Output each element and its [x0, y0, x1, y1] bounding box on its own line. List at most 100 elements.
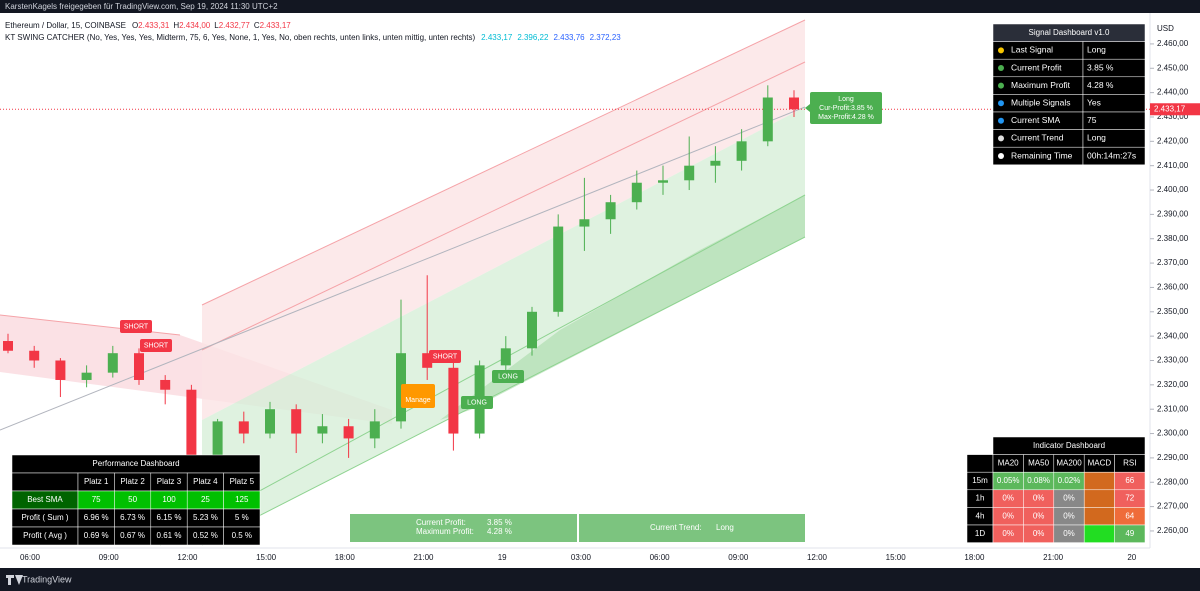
signal-label: LONG: [467, 399, 487, 406]
dashboard-icon: [998, 117, 1004, 124]
y-tick-label: 2.400,00: [1157, 185, 1189, 194]
candle-body: [29, 350, 40, 361]
candle-body: [265, 409, 275, 434]
candle-body: [343, 426, 354, 439]
y-tick-label: 2.450,00: [1157, 63, 1189, 72]
x-tick-label: 18:00: [335, 553, 356, 562]
signal-label-box: [492, 370, 524, 383]
perf-row-label: Profit ( Avg ): [23, 531, 67, 540]
ind-cell: 0.05%: [997, 476, 1020, 485]
y-tick-label: 2.260,00: [1157, 526, 1189, 535]
x-tick-label: 09:00: [728, 553, 749, 562]
y-tick-label: 2.420,00: [1157, 136, 1189, 145]
perf-cell: 25: [201, 495, 210, 504]
ind-cell: 0%: [1063, 494, 1075, 503]
ind-header: MA20: [998, 459, 1019, 468]
candle-body: [107, 353, 118, 373]
y-tick-label: 2.310,00: [1157, 404, 1189, 413]
perf-cell: 75: [92, 495, 101, 504]
legend-ohlc: 2.433,17: [260, 21, 292, 30]
x-tick-label: 20: [1127, 553, 1136, 562]
candle-body: [55, 360, 66, 380]
dashboard-value: Yes: [1087, 97, 1101, 107]
candle-body: [762, 97, 773, 142]
dashboard-label: Multiple Signals: [1011, 97, 1071, 107]
ind-cell: 0%: [1063, 511, 1075, 520]
legend-ohlc: 2.434,00: [179, 21, 211, 30]
signal-label: SHORT: [144, 342, 169, 349]
signal-label: SHORT: [433, 353, 458, 360]
dashboard-icon: [998, 100, 1004, 107]
dashboard-label: Current SMA: [1011, 115, 1060, 125]
legend-symbol: Ethereum / Dollar, 15, COINBASE: [5, 21, 126, 30]
last-price-box: [1150, 103, 1200, 116]
ind-row-label: 4h: [976, 511, 985, 520]
legend-value: 2.433,76: [553, 33, 585, 42]
ind-macd-bg: [1083, 489, 1115, 508]
callout-arrow: [805, 104, 810, 112]
y-tick-label: 2.370,00: [1157, 258, 1189, 267]
legend-value: 2.433,17: [481, 33, 513, 42]
y-tick-label: 2.340,00: [1157, 331, 1189, 340]
signal-label: SHORT: [124, 323, 149, 330]
candle-body: [81, 372, 92, 380]
perf-cell: 5 %: [235, 513, 249, 522]
candle-body: [3, 341, 13, 351]
callout-text: Max-Profit:4.28 %: [818, 114, 874, 121]
x-tick-label: 21:00: [413, 553, 434, 562]
candle-body: [553, 226, 564, 312]
perf-cell: 0.5 %: [232, 531, 252, 540]
signal-label-box: [140, 339, 172, 352]
dashboard-label: Maximum Profit: [1011, 80, 1071, 90]
footer-bar: [0, 568, 1200, 591]
x-tick-label: 12:00: [177, 553, 198, 562]
panel-label: Maximum Profit:: [416, 527, 474, 536]
y-tick-label: 2.290,00: [1157, 453, 1189, 462]
candle-body: [186, 389, 197, 458]
ind-cell: 0%: [1063, 529, 1075, 538]
panel-value: Long: [716, 523, 734, 532]
dashboard-title: Signal Dashboard v1.0: [1029, 28, 1110, 37]
y-tick-label: 2.270,00: [1157, 502, 1189, 511]
trend-band: [440, 195, 805, 420]
x-tick-label: 03:00: [571, 553, 592, 562]
tv-logo: [6, 575, 23, 585]
ind-cell-bg: [1114, 524, 1146, 543]
footer-brand: TradingView: [22, 574, 72, 584]
dashboard-value: Long: [1087, 133, 1106, 143]
ind-corner-bg: [966, 454, 994, 473]
perf-header: Platz 2: [120, 477, 145, 486]
panel-value: 4.28 %: [487, 527, 512, 536]
candle-body: [658, 180, 668, 183]
y-tick-label: 2.380,00: [1157, 234, 1189, 243]
ind-cell: 64: [1125, 511, 1134, 520]
ind-cell: 0%: [1002, 494, 1014, 503]
y-tick-label: 2.350,00: [1157, 307, 1189, 316]
perf-cell: 0.67 %: [120, 531, 145, 540]
ind-header: RSI: [1123, 459, 1136, 468]
y-tick-label: 2.460,00: [1157, 39, 1189, 48]
y-tick-label: 2.360,00: [1157, 283, 1189, 292]
ind-cell: 49: [1125, 529, 1134, 538]
legend-ohlc: 2.432,77: [219, 21, 251, 30]
dashboard-icon: [998, 135, 1004, 142]
ind-cell: 0%: [1033, 529, 1045, 538]
header-text: KarstenKagels freigegeben für TradingVie…: [5, 2, 278, 11]
x-tick-label: 18:00: [964, 553, 985, 562]
y-tick-label: 2.410,00: [1157, 161, 1189, 170]
dashboard-value: 4.28 %: [1087, 80, 1114, 90]
candle-body: [134, 353, 144, 380]
candle-body: [684, 165, 695, 181]
candle-body: [317, 426, 328, 434]
legend-value: 2.396,22: [517, 33, 549, 42]
ind-macd-bg: [1083, 524, 1115, 543]
callout-text: Cur-Profit:3.85 %: [819, 105, 873, 112]
dashboard-icon: [998, 47, 1004, 54]
legend-indicator: KT SWING CATCHER (No, Yes, Yes, Yes, Mid…: [5, 33, 476, 42]
candle-body: [369, 421, 380, 439]
x-tick-label: 15:00: [256, 553, 277, 562]
candle-body: [736, 141, 747, 161]
y-tick-label: 2.430,00: [1157, 112, 1189, 121]
legend-ohlc: O: [132, 21, 138, 30]
candle-body: [710, 160, 721, 166]
